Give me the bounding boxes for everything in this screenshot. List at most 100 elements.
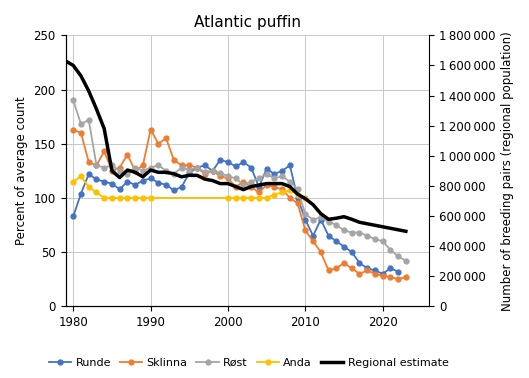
Sklinna — [140, 163, 146, 168]
Sklinna — [287, 196, 293, 200]
Runde — [357, 261, 363, 265]
Røst — [163, 169, 169, 173]
Sklinna — [240, 180, 247, 184]
Runde — [240, 160, 247, 164]
Runde — [279, 169, 285, 173]
Regional estimate — [302, 197, 308, 201]
Runde — [333, 239, 340, 243]
Regional estimate — [271, 181, 278, 186]
Runde — [148, 176, 154, 181]
Line: Regional estimate: Regional estimate — [66, 61, 406, 231]
Runde — [395, 269, 402, 274]
Røst — [387, 248, 394, 252]
Anda — [101, 196, 107, 200]
Anda — [124, 196, 131, 200]
Sklinna — [109, 169, 115, 173]
Runde — [372, 268, 378, 273]
Anda — [279, 190, 285, 195]
Røst — [341, 228, 347, 233]
Anda — [248, 196, 254, 200]
Runde — [302, 217, 308, 222]
Sklinna — [341, 261, 347, 265]
Røst — [349, 230, 355, 235]
Sklinna — [132, 169, 138, 173]
Regional estimate — [379, 225, 386, 229]
Anda — [256, 196, 262, 200]
Røst — [379, 239, 386, 243]
Røst — [295, 187, 301, 192]
Røst — [101, 165, 107, 170]
Regional estimate — [279, 181, 285, 186]
Runde — [109, 181, 115, 186]
Sklinna — [93, 163, 99, 168]
Anda — [240, 196, 247, 200]
Sklinna — [403, 275, 409, 279]
Røst — [178, 165, 185, 170]
Regional estimate — [387, 226, 394, 231]
Sklinna — [194, 165, 200, 170]
Regional estimate — [256, 183, 262, 187]
Runde — [78, 191, 84, 196]
Runde — [209, 169, 216, 173]
Røst — [140, 169, 146, 173]
Runde — [379, 271, 386, 276]
Sklinna — [124, 152, 131, 157]
Røst — [333, 223, 340, 227]
Line: Anda: Anda — [71, 174, 308, 200]
Regional estimate — [93, 107, 99, 112]
Røst — [325, 220, 332, 224]
Sklinna — [325, 268, 332, 273]
Anda — [78, 174, 84, 178]
Anda — [225, 196, 231, 200]
Sklinna — [78, 130, 84, 135]
Sklinna — [86, 160, 92, 164]
Regional estimate — [372, 223, 378, 228]
Sklinna — [364, 268, 370, 273]
Runde — [341, 245, 347, 249]
Regional estimate — [155, 170, 161, 175]
Regional estimate — [403, 229, 409, 234]
Runde — [186, 171, 193, 175]
Regional estimate — [317, 211, 324, 216]
Regional estimate — [395, 228, 402, 232]
Anda — [148, 196, 154, 200]
Sklinna — [279, 187, 285, 192]
Sklinna — [372, 271, 378, 276]
Sklinna — [202, 172, 208, 176]
Røst — [403, 259, 409, 263]
Runde — [287, 163, 293, 168]
Runde — [178, 185, 185, 189]
Regional estimate — [349, 217, 355, 222]
Sklinna — [263, 183, 270, 187]
Røst — [132, 165, 138, 170]
Regional estimate — [140, 175, 146, 179]
Regional estimate — [202, 177, 208, 181]
Anda — [295, 192, 301, 197]
Line: Runde: Runde — [71, 158, 400, 276]
Runde — [140, 178, 146, 183]
Runde — [317, 217, 324, 222]
Runde — [124, 180, 131, 184]
Runde — [325, 234, 332, 238]
Runde — [256, 185, 262, 189]
Røst — [372, 237, 378, 241]
Røst — [70, 98, 76, 102]
Runde — [310, 234, 316, 238]
Anda — [140, 196, 146, 200]
Line: Røst: Røst — [71, 98, 408, 263]
Regional estimate — [225, 181, 231, 186]
Runde — [194, 165, 200, 170]
Sklinna — [225, 176, 231, 181]
Regional estimate — [194, 173, 200, 178]
Røst — [209, 169, 216, 173]
Sklinna — [317, 250, 324, 254]
Røst — [225, 174, 231, 178]
Sklinna — [395, 277, 402, 282]
Regional estimate — [186, 173, 193, 178]
Røst — [202, 170, 208, 174]
Sklinna — [116, 165, 123, 170]
Regional estimate — [86, 89, 92, 93]
Røst — [148, 165, 154, 170]
Røst — [263, 172, 270, 176]
Runde — [225, 160, 231, 164]
